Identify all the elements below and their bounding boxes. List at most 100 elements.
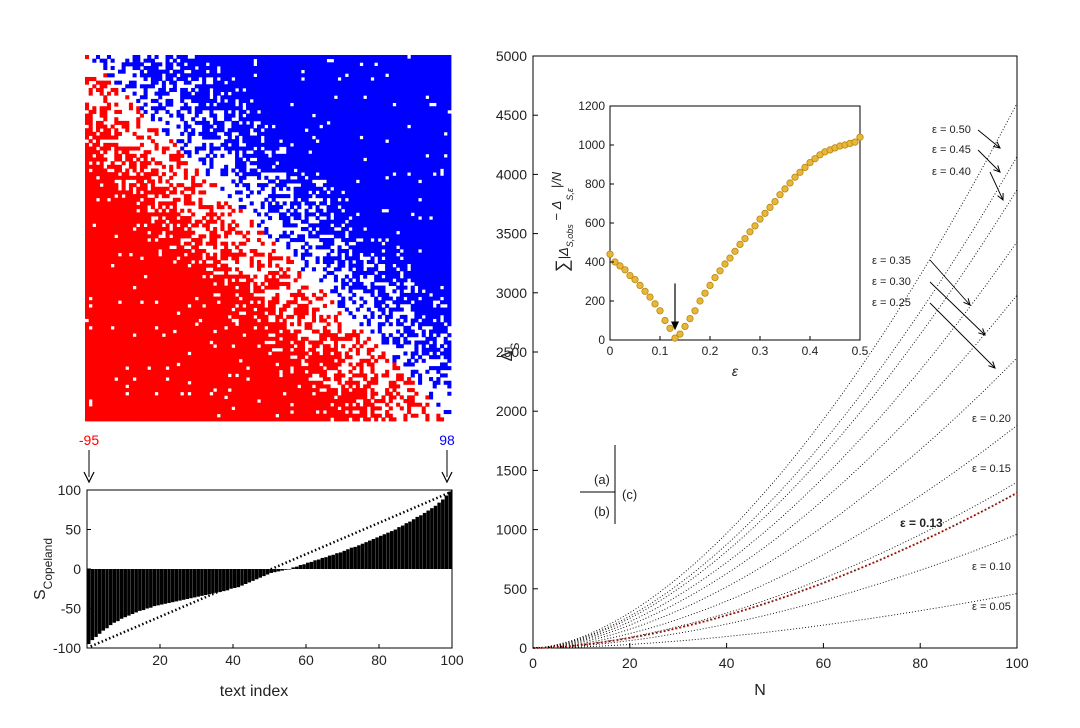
matrix-cell: [220, 87, 225, 92]
matrix-cell: [183, 106, 188, 111]
matrix-cell: [286, 172, 291, 177]
matrix-cell: [304, 190, 309, 195]
matrix-cell: [238, 98, 243, 103]
matrix-cell: [209, 219, 214, 224]
matrix-cell: [92, 245, 97, 250]
matrix-cell: [99, 296, 104, 301]
matrix-cell: [187, 230, 192, 235]
matrix-cell: [322, 201, 327, 206]
matrix-cell: [180, 58, 185, 63]
matrix-cell: [125, 259, 130, 265]
matrix-cell: [114, 135, 119, 140]
matrix-cell: [147, 285, 152, 290]
matrix-cell: [322, 109, 327, 114]
matrix-cell: [443, 91, 448, 96]
matrix-cell: [341, 230, 346, 235]
matrix-cell: [418, 80, 423, 85]
matrix-cell: [421, 278, 426, 283]
matrix-cell: [147, 252, 152, 257]
matrix-cell: [235, 172, 240, 177]
matrix-cell: [191, 267, 196, 272]
matrix-cell: [381, 91, 386, 96]
matrix-cell: [183, 87, 188, 92]
matrix-cell: [293, 80, 298, 85]
matrix-cell: [363, 300, 368, 305]
matrix-cell: [139, 248, 144, 254]
matrix-cell: [344, 150, 349, 155]
matrix-cell: [213, 267, 218, 272]
matrix-cell: [143, 292, 148, 297]
matrix-cell: [85, 281, 90, 286]
matrix-cell: [224, 256, 229, 261]
matrix-cell: [242, 274, 247, 279]
matrix-cell: [425, 102, 430, 107]
matrix-cell: [304, 69, 309, 74]
matrix-cell: [99, 230, 104, 235]
matrix-cell: [432, 73, 437, 78]
matrix-cell: [125, 62, 130, 67]
matrix-cell: [103, 292, 108, 297]
matrix-cell: [399, 157, 404, 162]
matrix-cell: [326, 135, 331, 140]
matrix-cell: [286, 161, 291, 166]
matrix-cell: [278, 62, 284, 67]
matrix-cell: [106, 205, 112, 210]
matrix-cell: [264, 128, 269, 133]
matrix-cell: [88, 175, 93, 180]
matrix-cell: [304, 113, 309, 118]
matrix-cell: [381, 172, 386, 177]
matrix-cell: [432, 186, 437, 191]
matrix-cell: [333, 120, 338, 125]
matrix-cell: [388, 58, 393, 63]
matrix-cell: [121, 186, 126, 191]
matrix-cell: [114, 230, 119, 235]
matrix-cell: [410, 238, 415, 243]
matrix-cell: [139, 153, 144, 158]
matrix-cell: [440, 267, 445, 272]
matrix-cell: [158, 296, 163, 301]
matrix-cell: [121, 230, 126, 235]
matrix-cell: [128, 205, 133, 210]
matrix-cell: [381, 292, 386, 297]
matrix-cell: [282, 62, 287, 67]
matrix-cell: [377, 186, 382, 191]
matrix-cell: [117, 175, 122, 180]
matrix-cell: [403, 300, 408, 305]
matrix-cell: [176, 303, 181, 308]
matrix-cell: [443, 205, 448, 210]
matrix-cell: [447, 194, 452, 199]
matrix-cell: [359, 139, 364, 144]
matrix-cell: [436, 219, 441, 224]
matrix-cell: [396, 69, 401, 74]
matrix-cell: [414, 153, 419, 158]
matrix-cell: [308, 84, 313, 89]
matrix-cell: [377, 87, 382, 92]
matrix-cell: [99, 201, 104, 206]
matrix-cell: [198, 270, 203, 275]
matrix-cell: [425, 139, 430, 144]
matrix-cell: [333, 128, 338, 133]
matrix-cell: [319, 91, 324, 96]
matrix-cell: [154, 73, 159, 78]
matrix-cell: [180, 216, 185, 221]
matrix-cell: [169, 289, 174, 294]
matrix-cell: [216, 106, 221, 111]
matrix-cell: [128, 289, 133, 294]
matrix-cell: [392, 205, 397, 210]
matrix-cell: [99, 205, 104, 210]
matrix-cell: [300, 142, 305, 147]
matrix-cell: [121, 197, 126, 202]
matrix-cell: [176, 289, 181, 294]
matrix-cell: [110, 183, 115, 188]
matrix-cell: [315, 142, 320, 147]
matrix-cell: [88, 263, 93, 268]
matrix-cell: [370, 267, 375, 272]
matrix-cell: [106, 238, 112, 243]
matrix-cell: [421, 109, 426, 114]
matrix-cell: [341, 73, 346, 78]
matrix-cell: [227, 223, 232, 228]
matrix-cell: [238, 300, 243, 305]
matrix-cell: [117, 289, 122, 294]
matrix-cell: [447, 234, 452, 239]
matrix-cell: [341, 62, 346, 67]
